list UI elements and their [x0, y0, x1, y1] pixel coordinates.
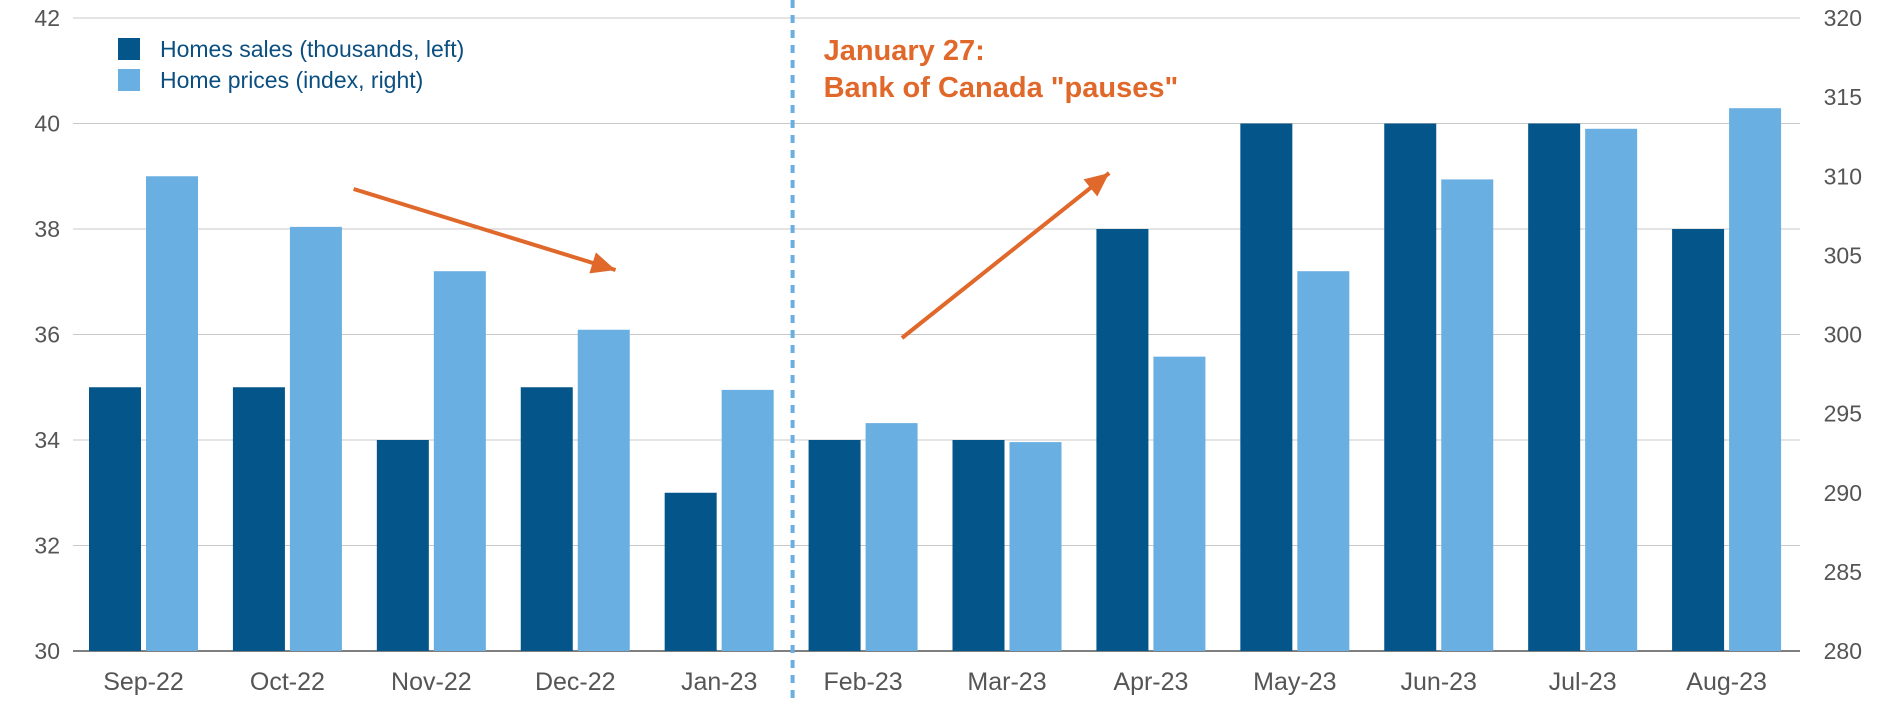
arrow-head	[589, 252, 616, 274]
left-axis-tick-label: 32	[34, 533, 60, 559]
bar-home-sales	[1096, 229, 1149, 651]
bar-home-sales	[1240, 123, 1293, 651]
x-axis-tick-label: Apr-23	[1113, 668, 1188, 696]
right-axis-tick-label: 320	[1824, 5, 1862, 31]
legend: Homes sales (thousands, left) Home price…	[118, 36, 464, 93]
bar-home-sales	[89, 387, 141, 651]
x-axis-tick-label: Sep-22	[103, 668, 184, 696]
right-axis-tick-label: 280	[1824, 638, 1862, 664]
bar-home-prices	[1729, 108, 1782, 651]
right-axis-tick-label: 300	[1824, 322, 1862, 348]
right-axis: 280 285 290 295 300 305 310 315 320	[1824, 5, 1862, 664]
bar-home-prices	[289, 226, 342, 651]
trend-arrow-down	[353, 187, 617, 274]
x-axis-tick-label: May-23	[1253, 668, 1336, 696]
right-axis-tick-label: 285	[1824, 559, 1862, 585]
bar-home-prices	[1153, 356, 1206, 651]
bar-home-prices	[1441, 179, 1494, 652]
bar-home-sales	[520, 387, 573, 651]
trend-arrows	[353, 171, 1111, 340]
bar-home-prices	[865, 423, 918, 651]
trend-arrow-up	[900, 171, 1111, 340]
x-axis-tick-label: Jun-23	[1401, 668, 1477, 696]
x-axis-tick-label: Jan-23	[681, 668, 757, 696]
x-axis-tick-label: Aug-23	[1686, 668, 1767, 696]
x-axis-tick-label: Feb-23	[823, 668, 902, 696]
left-axis-tick-label: 42	[34, 5, 60, 31]
bar-home-sales	[808, 440, 861, 651]
bar-home-sales	[952, 440, 1005, 651]
gridlines	[73, 17, 1800, 652]
legend-swatch-sales	[118, 38, 140, 60]
left-axis-tick-label: 34	[34, 427, 60, 453]
arrow-head	[1083, 173, 1110, 197]
left-axis: 30 32 34 36 38 40 42	[34, 5, 60, 664]
bar-home-sales	[1384, 123, 1437, 651]
left-axis-tick-label: 36	[34, 322, 60, 348]
legend-label-prices: Home prices (index, right)	[160, 67, 423, 93]
bar-home-prices	[1009, 442, 1062, 651]
bar-home-prices	[1585, 128, 1638, 651]
annotation-line-2: Bank of Canada "pauses"	[824, 72, 1179, 104]
left-axis-tick-label: 38	[34, 216, 60, 242]
bar-home-prices	[146, 176, 198, 651]
bar-home-sales	[664, 492, 717, 651]
x-axis-tick-label: Jul-23	[1549, 668, 1617, 696]
bar-home-sales	[376, 440, 429, 651]
annotation-line-1: January 27:	[824, 35, 985, 67]
bar-home-prices	[721, 389, 774, 651]
bar-home-prices	[1297, 271, 1350, 651]
bar-home-prices	[433, 271, 486, 651]
legend-label-sales: Homes sales (thousands, left)	[160, 36, 464, 62]
arrow-shaft	[353, 187, 617, 272]
left-axis-tick-label: 30	[34, 638, 60, 664]
x-axis-tick-label: Nov-22	[391, 668, 472, 696]
right-axis-tick-label: 295	[1824, 401, 1862, 427]
left-axis-tick-label: 40	[34, 111, 60, 137]
right-axis-tick-label: 315	[1824, 84, 1862, 110]
bar-home-sales	[1528, 123, 1581, 651]
x-axis-tick-label: Oct-22	[250, 668, 325, 696]
annotation: January 27: Bank of Canada "pauses"	[824, 35, 1179, 104]
right-axis-tick-label: 305	[1824, 242, 1862, 268]
x-axis: Sep-22 Oct-22 Nov-22 Dec-22 Jan-23 Feb-23 Mar-…	[103, 668, 1767, 696]
bar-home-sales	[1672, 229, 1725, 651]
bar-home-sales	[232, 387, 285, 651]
x-axis-tick-label: Mar-23	[967, 668, 1046, 696]
bar-home-prices	[577, 329, 630, 651]
right-axis-tick-label: 290	[1824, 480, 1862, 506]
x-axis-tick-label: Dec-22	[535, 668, 616, 696]
right-axis-tick-label: 310	[1824, 163, 1862, 189]
bars	[89, 108, 1782, 652]
legend-swatch-prices	[118, 69, 140, 91]
arrow-shaft	[900, 171, 1111, 340]
